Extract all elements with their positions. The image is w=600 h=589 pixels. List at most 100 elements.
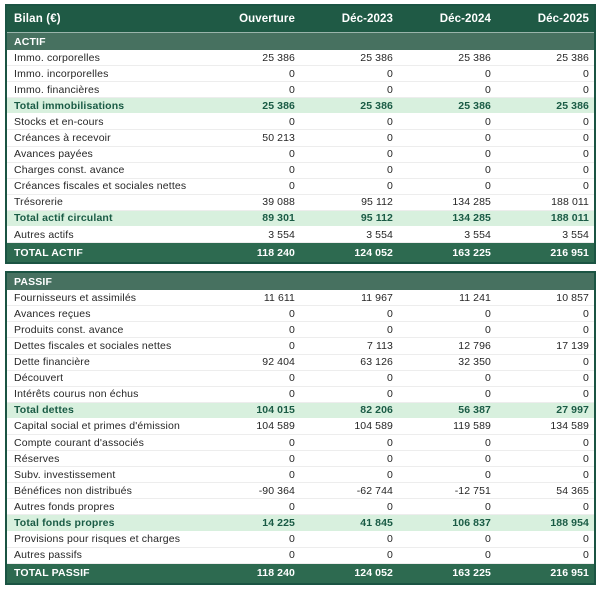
cell-value: 0 — [387, 468, 393, 481]
row-label: Créances à recevoir — [14, 132, 111, 145]
table-row: Produits const. avance 0 0 0 0 — [7, 322, 594, 339]
table-row: Autres passifs 0 0 0 0 — [7, 547, 594, 564]
row-label: Total fonds propres — [14, 516, 115, 529]
cell-value: 0 — [583, 115, 589, 128]
column-header-dec-2023: Déc-2023 — [341, 13, 393, 25]
subtotal-row: Total actif circulant 89 301 95 112 134 285… — [7, 210, 594, 228]
cell-value: 0 — [485, 452, 491, 465]
row-label: Réserves — [14, 452, 60, 465]
cell-value: 0 — [387, 388, 393, 401]
cell-value: 0 — [289, 164, 295, 177]
cell-value: 50 213 — [262, 132, 295, 145]
cell-value: 0 — [485, 307, 491, 320]
cell-value: 25 386 — [556, 99, 589, 112]
column-header-ouverture: Ouverture — [239, 13, 295, 25]
cell-value: 92 404 — [262, 356, 295, 369]
cell-value: -90 364 — [258, 484, 295, 497]
cell-value: 0 — [485, 67, 491, 80]
section-gap — [5, 264, 596, 271]
cell-value: 0 — [583, 388, 589, 401]
cell-value: 0 — [583, 436, 589, 449]
row-label: Autres passifs — [14, 549, 83, 562]
actif-block: Bilan (€) Ouverture Déc-2023 Déc-2024 Dé… — [5, 4, 596, 265]
section-header-actif: ACTIF — [7, 33, 594, 50]
cell-value: 134 285 — [452, 212, 491, 225]
cell-value: 0 — [485, 436, 491, 449]
cell-value: 0 — [289, 307, 295, 320]
cell-value: 0 — [387, 372, 393, 385]
column-header-dec-2024: Déc-2024 — [439, 13, 491, 25]
cell-value: 163 225 — [452, 246, 491, 259]
table-row: Avances payées 0 0 0 0 — [7, 146, 594, 163]
row-label: Autres actifs — [14, 228, 74, 241]
cell-value: 0 — [387, 533, 393, 546]
row-label: Provisions pour risques et charges — [14, 533, 181, 546]
cell-value: 0 — [387, 323, 393, 336]
cell-value: 56 387 — [458, 404, 491, 417]
cell-value: -12 751 — [454, 484, 491, 497]
table-row: Dettes fiscales et sociales nettes 0 7 113… — [7, 338, 594, 355]
subtotal-row: Total dettes 104 015 82 206 56 387 27 997 — [7, 402, 594, 419]
cell-value: 0 — [485, 500, 491, 513]
cell-value: 25 386 — [262, 51, 295, 64]
cell-value: 0 — [583, 148, 589, 161]
cell-value: 0 — [289, 372, 295, 385]
row-label: Dettes fiscales et sociales nettes — [14, 339, 172, 352]
row-label: Charges const. avance — [14, 164, 125, 177]
cell-value: 0 — [289, 180, 295, 193]
row-label: Total immobilisations — [14, 99, 125, 112]
cell-value: 0 — [289, 468, 295, 481]
row-label: Produits const. avance — [14, 323, 124, 336]
cell-value: 0 — [583, 500, 589, 513]
section-header-passif: PASSIF — [7, 273, 594, 291]
cell-value: 25 386 — [458, 99, 491, 112]
cell-value: 0 — [485, 323, 491, 336]
cell-value: 0 — [485, 388, 491, 401]
cell-value: 0 — [583, 307, 589, 320]
cell-value: 0 — [485, 549, 491, 562]
cell-value: 25 386 — [360, 51, 393, 64]
cell-value: 104 589 — [354, 420, 393, 433]
table-title: Bilan (€) — [14, 13, 61, 25]
cell-value: 0 — [289, 67, 295, 80]
cell-value: 0 — [387, 500, 393, 513]
table-row: Dette financière 92 404 63 126 32 350 0 — [7, 354, 594, 371]
cell-value: 0 — [583, 549, 589, 562]
cell-value: 41 845 — [360, 516, 393, 529]
row-label: Bénéfices non distribués — [14, 484, 133, 497]
row-label: Dette financière — [14, 356, 90, 369]
cell-value: 0 — [583, 323, 589, 336]
cell-value: 118 240 — [256, 567, 295, 580]
cell-value: 25 386 — [458, 51, 491, 64]
table-row: Réserves 0 0 0 0 — [7, 451, 594, 468]
table-row: Découvert 0 0 0 0 — [7, 370, 594, 387]
passif-rows: Fournisseurs et assimilés 11 611 11 967 11 … — [7, 290, 594, 583]
cell-value: 0 — [387, 452, 393, 465]
cell-value: 0 — [485, 164, 491, 177]
row-label: Trésorerie — [14, 196, 63, 209]
cell-value: 163 225 — [452, 567, 491, 580]
cell-value: 104 015 — [256, 404, 295, 417]
cell-value: 0 — [583, 83, 589, 96]
cell-value: 104 589 — [256, 420, 295, 433]
cell-value: 95 112 — [360, 212, 393, 225]
cell-value: 0 — [485, 180, 491, 193]
table-row: Compte courant d'associés 0 0 0 0 — [7, 434, 594, 452]
cell-value: 0 — [289, 148, 295, 161]
cell-value: 95 112 — [361, 196, 393, 209]
section-header-label: ACTIF — [14, 35, 46, 48]
total-row: TOTAL ACTIF 118 240 124 052 163 225 216 951 — [7, 243, 594, 263]
cell-value: 106 837 — [452, 516, 491, 529]
cell-value: 0 — [289, 323, 295, 336]
cell-value: 3 554 — [268, 228, 295, 241]
table-row: Provisions pour risques et charges 0 0 0 0 — [7, 531, 594, 548]
cell-value: 39 088 — [262, 196, 295, 209]
table-row: Créances à recevoir 50 213 0 0 0 — [7, 130, 594, 147]
row-label: Total actif circulant — [14, 212, 113, 225]
cell-value: 0 — [583, 533, 589, 546]
cell-value: 63 126 — [360, 356, 393, 369]
cell-value: 188 954 — [550, 516, 589, 529]
row-label: Stocks et en-cours — [14, 115, 104, 128]
row-label: Découvert — [14, 372, 64, 385]
